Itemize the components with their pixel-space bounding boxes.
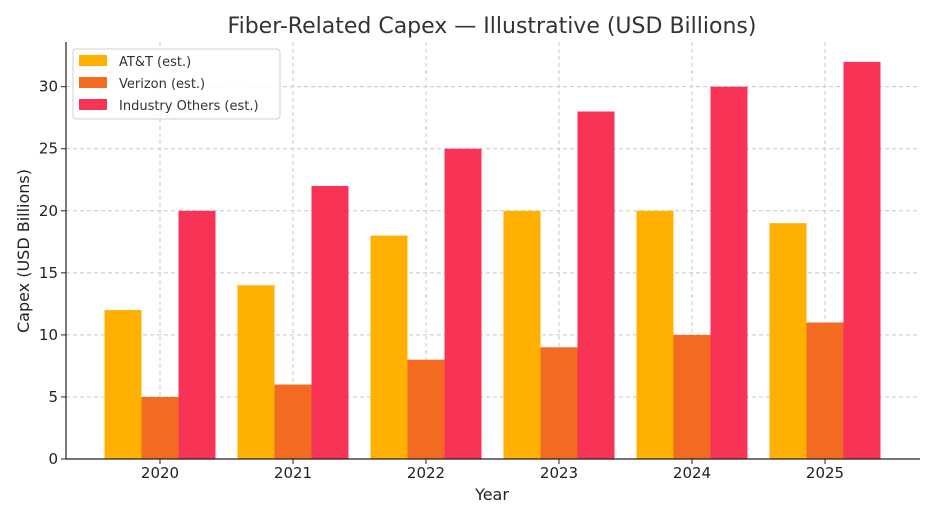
- legend-swatch: [79, 99, 107, 110]
- bar-verizon-est-2022: Verizon (est.) 2022: 8: [407, 359, 445, 459]
- bar-verizon-est-2021: Verizon (est.) 2021: 6: [274, 384, 312, 459]
- y-axis-label: Capex (USD Billions): [14, 169, 33, 333]
- y-tick-label: 0: [48, 450, 58, 468]
- bar-verizon-est-2025: Verizon (est.) 2025: 11: [806, 322, 844, 459]
- bar-industry-others-est-2021: Industry Others (est.) 2021: 22: [311, 185, 349, 459]
- bar-industry-others-est-2025: Industry Others (est.) 2025: 32: [843, 61, 881, 459]
- y-tick-label: 5: [48, 388, 58, 406]
- legend: AT&T (est.) Verizon (est.) Industry Others…: [72, 48, 281, 120]
- legend-label: Industry Others (est.): [119, 99, 259, 114]
- x-tick-label: 2023: [540, 464, 578, 482]
- bar-verizon-est-2023: Verizon (est.) 2023: 9: [540, 347, 578, 459]
- x-ticks: 2020 2021 2022 2023 2024 2025: [141, 459, 844, 482]
- legend-items: AT&T (est.) Verizon (est.) Industry Others…: [79, 55, 259, 114]
- bar-industry-others-est-2023: Industry Others (est.) 2023: 28: [577, 111, 615, 459]
- bar-at-t-est-2025: AT&T (est.) 2025: 19: [769, 223, 807, 459]
- bar-industry-others-est-2022: Industry Others (est.) 2022: 25: [444, 148, 482, 459]
- y-tick-label: 10: [39, 326, 58, 344]
- bars: AT&T (est.) 2020: 12 AT&T (est.) 2021: 14…: [104, 61, 881, 459]
- y-ticks: 0 5 10 15 20 25 30: [39, 78, 66, 468]
- bar-verizon-est-2024: Verizon (est.) 2024: 10: [673, 334, 711, 459]
- bar-at-t-est-2021: AT&T (est.) 2021: 14: [237, 285, 275, 459]
- x-axis-label: Year: [474, 485, 509, 504]
- bar-verizon-est-2020: Verizon (est.) 2020: 5: [141, 396, 179, 459]
- legend-label: AT&T (est.): [119, 55, 191, 70]
- axes: [65, 42, 920, 460]
- x-tick-label: 2025: [806, 464, 844, 482]
- x-tick-label: 2021: [274, 464, 312, 482]
- x-tick-label: 2020: [141, 464, 179, 482]
- bar-industry-others-est-2024: Industry Others (est.) 2024: 30: [710, 86, 748, 459]
- y-tick-label: 15: [39, 264, 58, 282]
- y-tick-label: 25: [39, 140, 58, 158]
- bar-at-t-est-2024: AT&T (est.) 2024: 20: [636, 210, 674, 459]
- bar-at-t-est-2023: AT&T (est.) 2023: 20: [503, 210, 541, 459]
- bar-industry-others-est-2020: Industry Others (est.) 2020: 20: [178, 210, 216, 459]
- legend-box: [72, 48, 281, 120]
- legend-swatch: [79, 77, 107, 88]
- chart-title: Fiber-Related Capex — Illustrative (USD …: [228, 14, 757, 39]
- bar-at-t-est-2020: AT&T (est.) 2020: 12: [104, 310, 142, 459]
- y-tick-label: 20: [39, 202, 58, 220]
- legend-swatch: [79, 55, 107, 66]
- x-tick-label: 2024: [673, 464, 711, 482]
- bar-at-t-est-2022: AT&T (est.) 2022: 18: [370, 235, 408, 459]
- legend-label: Verizon (est.): [119, 77, 205, 92]
- y-tick-label: 30: [39, 78, 58, 96]
- x-tick-label: 2022: [407, 464, 445, 482]
